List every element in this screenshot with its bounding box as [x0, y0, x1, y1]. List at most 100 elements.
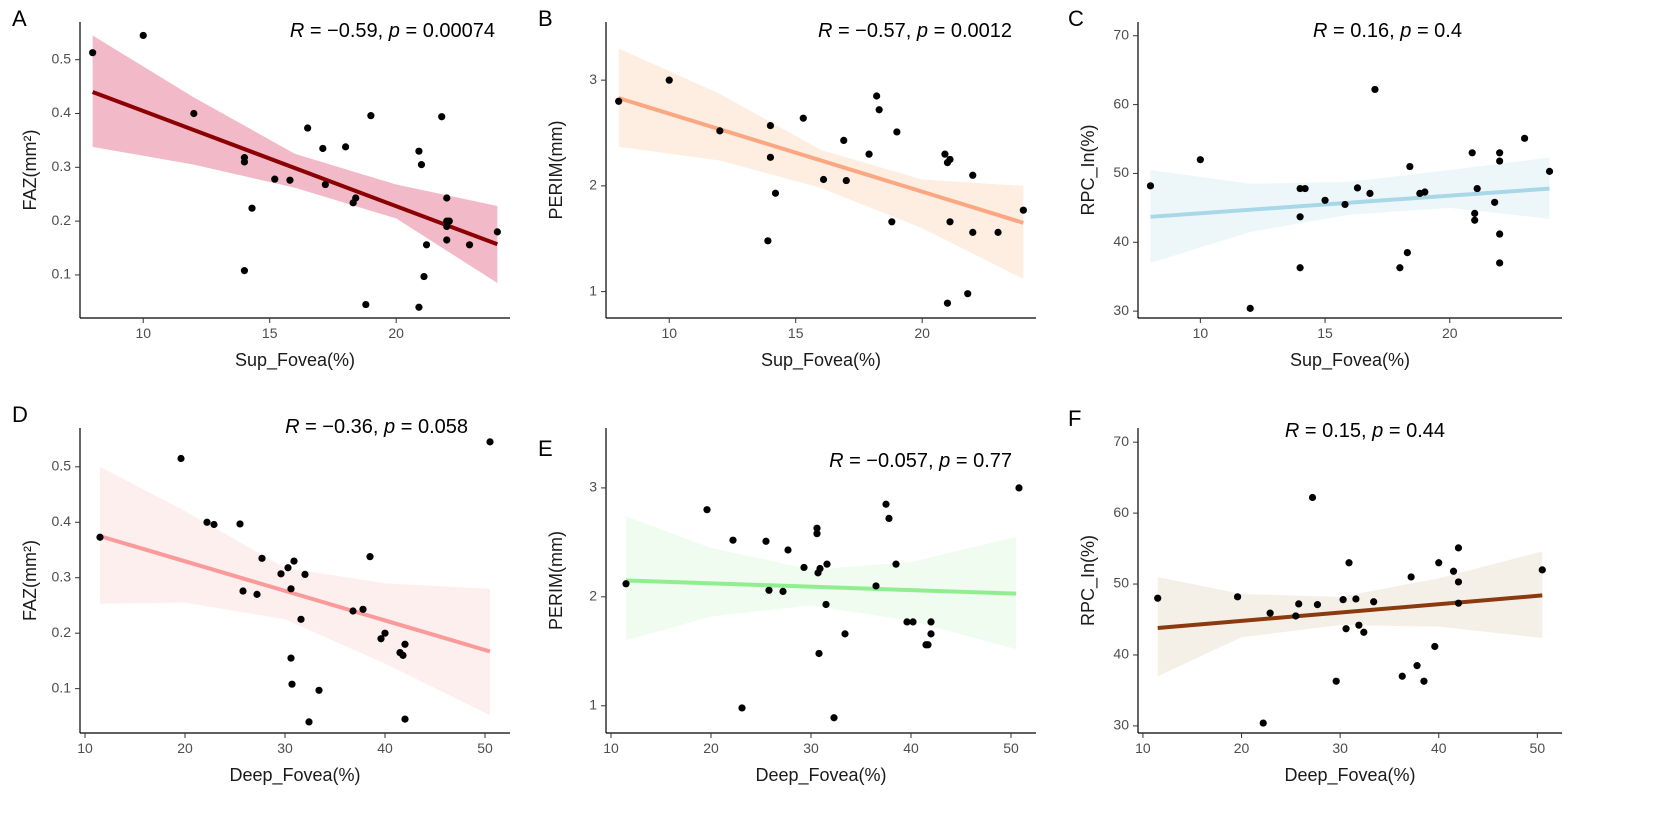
data-point: [784, 546, 792, 554]
data-point: [665, 76, 673, 84]
stat-r-label: R: [829, 450, 843, 472]
data-point: [399, 651, 407, 659]
data-point: [210, 520, 218, 529]
data-point: [284, 564, 292, 572]
data-point: [1406, 162, 1414, 171]
x-axis-title: Deep_Fovea(%): [1284, 765, 1415, 786]
y-tick-label: 3: [589, 479, 597, 495]
x-tick-label: 30: [1332, 740, 1348, 756]
x-tick-label: 30: [277, 740, 293, 756]
data-point: [1496, 157, 1504, 165]
data-point: [816, 564, 824, 573]
data-point: [1496, 230, 1504, 238]
data-point: [888, 218, 896, 226]
x-tick-label: 40: [377, 740, 393, 756]
data-point: [1473, 184, 1481, 193]
data-point: [190, 109, 198, 118]
panel-d: D 10 20 30 40 50 0.1 0.2 0.3 0.4 0.5 Deep_Fovea(%) F…: [12, 402, 510, 786]
data-point: [819, 175, 828, 184]
data-point: [615, 97, 623, 105]
confidence-band: [1157, 551, 1543, 677]
data-point: [1292, 612, 1300, 620]
panel-letter: F: [1068, 406, 1081, 431]
stat-eq: = −0.36,: [300, 416, 385, 438]
data-point: [1345, 559, 1353, 567]
y-tick-label: 2: [589, 177, 597, 193]
data-point: [766, 153, 775, 161]
correlation-annotation: R = −0.57, p = 0.0012: [818, 20, 1012, 42]
x-tick-label: 50: [1530, 740, 1546, 756]
x-tick-label: 20: [1442, 325, 1458, 341]
panel-f: F 10 20 30 40 50 30 40 50 60 70 Deep_Fovea(%) RPC_In…: [1068, 406, 1562, 786]
y-tick-label: 1: [589, 696, 597, 712]
data-point: [738, 704, 746, 712]
x-tick-label: 20: [388, 325, 404, 341]
data-point: [1341, 200, 1349, 209]
confidence-band: [92, 35, 498, 284]
data-point: [903, 618, 911, 626]
x-tick-label: 10: [1135, 740, 1151, 756]
data-point: [139, 31, 147, 40]
y-tick-label: 70: [1113, 433, 1129, 449]
panel-letter: D: [12, 402, 28, 427]
x-tick-label: 50: [477, 740, 493, 756]
data-point: [1246, 304, 1254, 312]
x-tick-label: 30: [803, 740, 819, 756]
data-point: [415, 147, 423, 155]
data-point: [240, 267, 249, 275]
correlation-annotation: R = −0.057, p = 0.77: [829, 450, 1012, 472]
data-point: [1449, 567, 1458, 575]
stat-r-label: R: [1313, 20, 1327, 42]
x-axis-title: Deep_Fovea(%): [755, 765, 886, 786]
data-point: [1233, 593, 1242, 601]
data-point: [381, 629, 389, 637]
data-point: [872, 582, 880, 590]
data-point: [830, 714, 838, 722]
stat-r-label: R: [290, 20, 304, 42]
y-axis-title: PERIM(mm): [546, 121, 566, 220]
data-point: [799, 114, 807, 122]
correlation-annotation: R = −0.59, p = 0.00074: [290, 20, 495, 42]
data-point: [927, 618, 935, 626]
data-point: [420, 272, 428, 281]
data-point: [1454, 599, 1463, 607]
data-point: [443, 194, 451, 202]
stat-p-eq: = 0.058: [395, 416, 468, 438]
data-point: [286, 176, 294, 184]
data-point: [1321, 196, 1329, 204]
stat-p-label: p: [1371, 420, 1383, 442]
data-point: [800, 563, 808, 572]
panel-b: B 10 15 20 1 2 3 Sup_Fovea(%) PERIM(mm) R = −0.57…: [538, 6, 1036, 371]
data-point: [1366, 189, 1374, 198]
stat-p-eq: = 0.77: [950, 450, 1012, 472]
data-point: [301, 570, 309, 579]
data-point: [1371, 85, 1379, 94]
stat-p-label: p: [1399, 20, 1411, 42]
data-point: [271, 175, 279, 183]
data-point: [1403, 249, 1411, 257]
panel-letter: A: [12, 6, 27, 31]
x-tick-label: 15: [1317, 325, 1333, 341]
data-point: [909, 618, 917, 626]
data-point: [321, 180, 329, 189]
x-tick-label: 50: [1003, 740, 1019, 756]
y-tick-label: 0.4: [52, 104, 72, 120]
x-axis-title: Sup_Fovea(%): [761, 350, 881, 371]
data-point: [287, 585, 295, 593]
data-point: [1421, 188, 1429, 196]
y-tick-label: 0.5: [52, 50, 72, 66]
data-point: [319, 144, 327, 153]
stat-p-label: p: [938, 450, 950, 472]
regression-line: [618, 96, 1024, 225]
data-point: [622, 580, 630, 588]
x-tick-label: 20: [1234, 740, 1250, 756]
data-point: [1545, 167, 1554, 175]
data-point: [779, 587, 787, 595]
panel-e: E 10 20 30 40 50 1 2 3 Deep_Fovea(%) PERIM(mm) R = …: [538, 428, 1036, 786]
stat-eq: = −0.57,: [832, 20, 917, 42]
data-point: [924, 641, 932, 649]
data-point: [415, 303, 423, 311]
data-point: [367, 112, 375, 120]
data-point: [813, 524, 821, 532]
data-point: [277, 570, 285, 578]
